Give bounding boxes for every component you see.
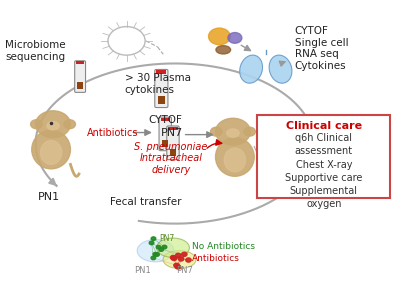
FancyBboxPatch shape [75, 61, 86, 92]
Text: CYTOF
Single cell
RNA seq
Cytokines: CYTOF Single cell RNA seq Cytokines [295, 26, 348, 71]
Circle shape [244, 127, 255, 136]
Bar [158, 96, 165, 104]
Circle shape [186, 258, 191, 262]
Bar [76, 61, 84, 64]
Ellipse shape [216, 46, 231, 54]
Ellipse shape [224, 148, 246, 172]
Circle shape [64, 120, 76, 129]
Text: PN7: PN7 [160, 234, 175, 243]
Ellipse shape [156, 238, 190, 257]
Text: No Antibiotics: No Antibiotics [192, 242, 255, 251]
Circle shape [228, 33, 242, 43]
Circle shape [216, 118, 250, 145]
Bar [162, 140, 168, 147]
Circle shape [156, 245, 161, 249]
Circle shape [30, 120, 42, 129]
Ellipse shape [216, 138, 254, 176]
Text: CYTOF: CYTOF [148, 115, 182, 125]
Circle shape [151, 237, 156, 240]
Text: Antibiotics: Antibiotics [192, 254, 240, 263]
Circle shape [162, 245, 167, 249]
Circle shape [178, 257, 184, 261]
Ellipse shape [269, 55, 292, 83]
FancyBboxPatch shape [155, 69, 168, 108]
Ellipse shape [137, 239, 174, 262]
Text: PN1: PN1 [38, 192, 60, 202]
Ellipse shape [227, 129, 239, 137]
Ellipse shape [163, 251, 196, 269]
Circle shape [210, 127, 222, 136]
Text: S. pneumoniae
Intratracheal
delivery: S. pneumoniae Intratracheal delivery [134, 142, 208, 175]
Bar [156, 70, 166, 74]
Circle shape [159, 248, 164, 251]
Text: PN1: PN1 [134, 266, 150, 274]
Text: Microbiome
sequencing: Microbiome sequencing [5, 40, 66, 62]
Bar [160, 118, 170, 121]
Ellipse shape [32, 130, 70, 169]
Circle shape [170, 255, 176, 260]
Ellipse shape [40, 141, 62, 164]
Circle shape [151, 256, 156, 260]
Text: > 30 Plasma
cytokines: > 30 Plasma cytokines [125, 73, 191, 95]
Circle shape [153, 252, 158, 256]
Bar [77, 82, 83, 89]
Ellipse shape [240, 55, 262, 83]
Circle shape [208, 28, 230, 45]
Circle shape [149, 241, 154, 245]
Circle shape [176, 253, 181, 257]
Ellipse shape [47, 121, 59, 130]
Circle shape [182, 252, 187, 257]
Text: Fecal transfer: Fecal transfer [110, 196, 182, 207]
Circle shape [36, 111, 70, 138]
Circle shape [172, 256, 177, 260]
FancyBboxPatch shape [257, 115, 390, 198]
Text: PN7: PN7 [161, 128, 184, 138]
Circle shape [175, 265, 181, 269]
Text: q6h Clinical
assessment
Chest X-ray
Supportive care
Supplemental
oxygen: q6h Clinical assessment Chest X-ray Supp… [285, 133, 362, 209]
Circle shape [155, 253, 159, 256]
FancyBboxPatch shape [167, 126, 179, 160]
Bar [170, 149, 176, 156]
Text: Antibiotics: Antibiotics [87, 128, 139, 138]
Bar [168, 126, 178, 130]
FancyBboxPatch shape [159, 117, 172, 151]
Text: PN7: PN7 [176, 266, 193, 274]
Text: Clinical care: Clinical care [286, 121, 362, 131]
Circle shape [174, 263, 179, 267]
